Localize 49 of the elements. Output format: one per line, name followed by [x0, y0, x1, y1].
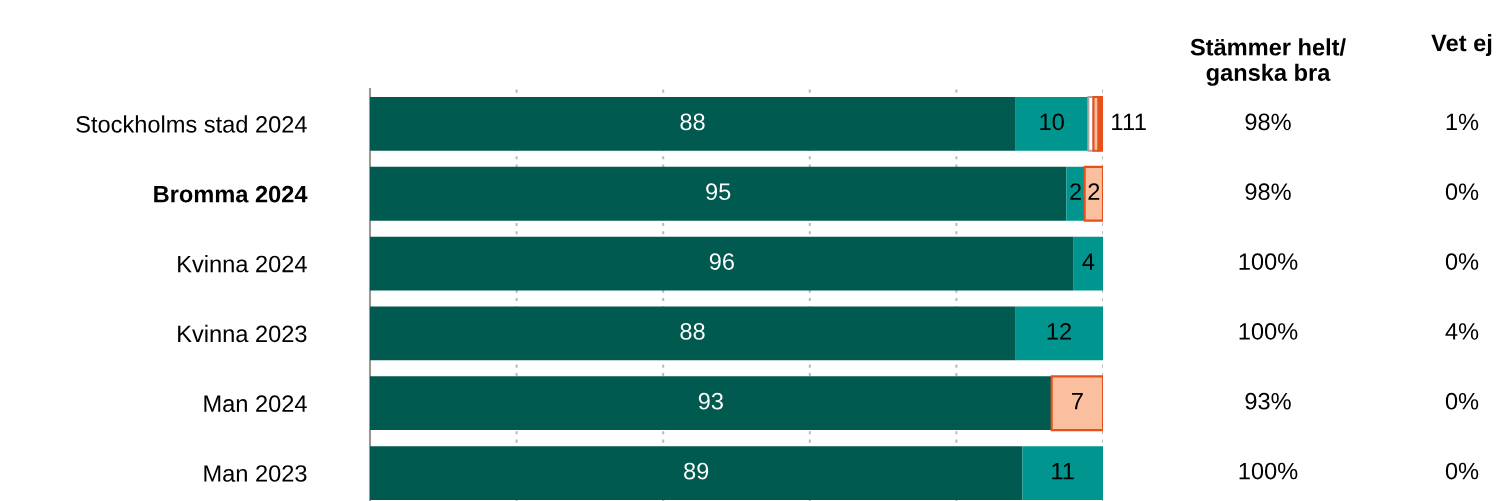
data-label: 12 — [1047, 323, 1071, 340]
bar — [1022, 446, 1103, 500]
text: 1% — [1446, 113, 1479, 131]
text: Stämmer helt/ ganska bra — [1190, 38, 1346, 86]
text: 0% — [1445, 253, 1479, 270]
y-tick-label: Man 2023 — [204, 465, 307, 482]
text: 100% — [1239, 323, 1298, 340]
data-label: 7 — [1071, 393, 1083, 410]
data-label: 96 — [709, 253, 734, 270]
data-label: 93 — [698, 392, 723, 410]
bar — [1050, 375, 1103, 432]
bar — [1083, 165, 1103, 222]
bar — [370, 236, 1074, 291]
bar — [370, 446, 1023, 500]
data-label: 2 — [1088, 183, 1100, 200]
bar — [370, 97, 1016, 151]
data-label: 95 — [706, 183, 731, 201]
text: 93% — [1245, 392, 1291, 410]
bar — [1073, 236, 1103, 291]
text: Vet ej — [1431, 34, 1492, 56]
bar — [370, 376, 1052, 431]
y-tick-label: Stockholms stad 2024 — [76, 115, 307, 133]
bar — [370, 166, 1067, 221]
bar — [370, 306, 1016, 361]
bar — [1066, 166, 1085, 221]
data-label: 4 — [1082, 253, 1095, 270]
data-label: 88 — [680, 113, 705, 131]
data-label: 10 — [1040, 113, 1064, 131]
text: 100% — [1239, 253, 1298, 270]
data-label: 11 — [1052, 462, 1074, 480]
text: 98% — [1245, 183, 1291, 201]
data-label: 2 — [1070, 183, 1081, 200]
text: 98% — [1245, 113, 1291, 131]
y-tick-label: Man 2024 — [204, 395, 307, 413]
text: 0% — [1445, 183, 1479, 201]
bar — [1015, 306, 1103, 361]
data-label: 88 — [680, 323, 705, 340]
data-label: 89 — [684, 462, 709, 480]
data-label: 1 — [1112, 113, 1123, 131]
y-tick-label: Kvinna 2024 — [178, 255, 307, 273]
text: 4% — [1445, 323, 1479, 340]
y-tick-label: Bromma 2024 — [154, 185, 308, 203]
text: 0% — [1445, 392, 1479, 410]
data-label: 1 — [1123, 113, 1135, 131]
y-tick-label: Kvinna 2023 — [178, 324, 307, 343]
bar — [1015, 97, 1089, 151]
text: 0% — [1445, 462, 1479, 480]
text: 100% — [1239, 462, 1298, 480]
data-label: 1 — [1135, 113, 1146, 131]
